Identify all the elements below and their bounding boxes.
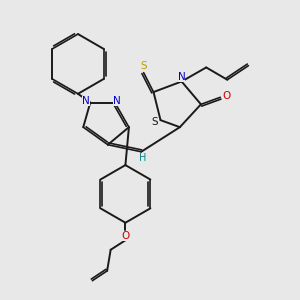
Text: H: H — [139, 153, 147, 163]
Text: N: N — [82, 96, 90, 106]
Text: O: O — [121, 231, 130, 241]
Text: S: S — [151, 117, 158, 127]
Text: S: S — [140, 61, 147, 71]
Text: N: N — [178, 72, 185, 82]
Text: O: O — [223, 91, 231, 100]
Text: N: N — [113, 96, 121, 106]
